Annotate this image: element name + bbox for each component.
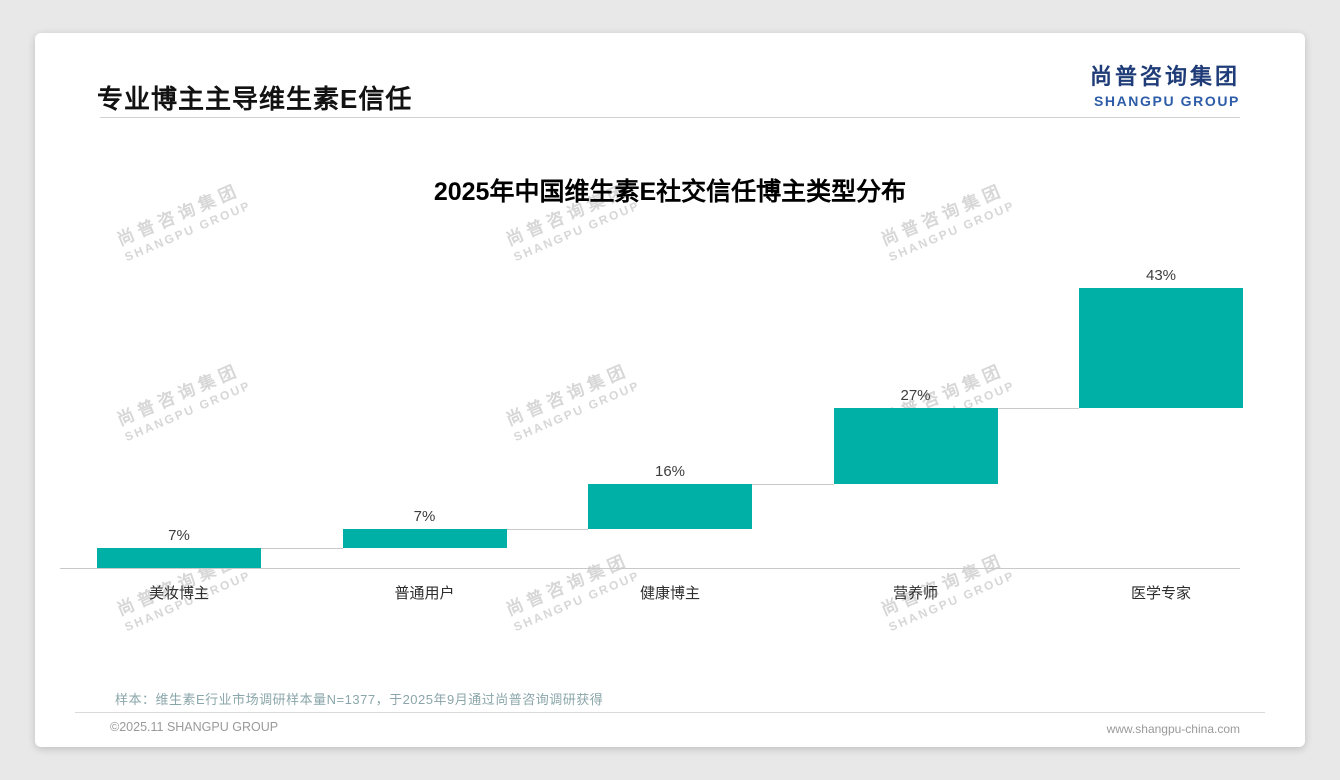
bar-value-label: 7% [168,527,190,545]
bar-value-label: 27% [900,387,931,405]
waterfall-connector [506,528,588,530]
x-axis-line [60,568,1240,569]
slide-card: 专业博主主导维生素E信任 尚普咨询集团 SHANGPU GROUP 尚普咨询集团… [35,33,1305,747]
waterfall-connector [261,548,343,550]
brand-logo: 尚普咨询集团 SHANGPU GROUP [1090,59,1240,109]
brand-logo-en: SHANGPU GROUP [1093,93,1240,109]
bar-category-label: 美妆博主 [148,585,209,602]
header-divider [100,117,1240,118]
bar-category-label: 普通用户 [394,585,455,602]
chart-title: 2025年中国维生素E社交信任博主类型分布 [433,178,907,206]
bar-category-label: 健康博主 [639,585,700,602]
page-title: 专业博主主导维生素E信任 [97,84,413,114]
footer-copyright: ©2025.11 SHANGPU GROUP [110,720,279,734]
bar-value-label: 16% [654,463,686,480]
waterfall-connector [997,408,1079,410]
waterfall-bar [1079,288,1243,409]
waterfall-bar [588,484,752,529]
bar-value-label: 7% [413,507,436,525]
footer-divider [75,712,1265,713]
waterfall-bar [97,548,261,568]
sample-note: 样本：维生素E行业市场调研样本量N=1377，于2025年9月通过尚普咨询调研获… [115,692,604,707]
waterfall-bar [833,408,998,484]
waterfall-connector [752,484,834,485]
waterfall-bar [342,528,507,549]
bar-category-label: 营养师 [892,585,938,602]
waterfall-plot: 7% 美妆博主 7% 普通用户 16% 健康博主 27% 营养师 43% 医学专家 [35,33,1305,747]
footer-website: www.shangpu-china.com [1106,722,1240,736]
bar-category-label: 医学专家 [1130,585,1191,602]
bar-value-label: 43% [1145,267,1177,284]
brand-logo-cn: 尚普咨询集团 [1089,64,1240,89]
